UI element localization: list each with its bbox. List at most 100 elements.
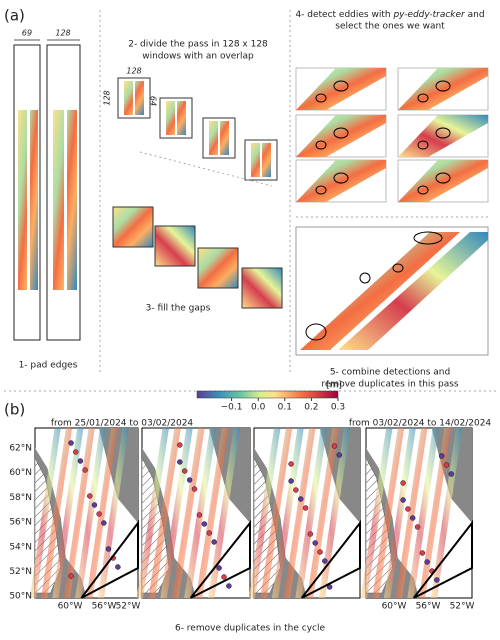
eddy bbox=[448, 471, 454, 477]
eddy bbox=[177, 459, 183, 465]
panel-label: (b) bbox=[4, 401, 25, 419]
lon-label: 60°W bbox=[58, 602, 83, 612]
filled-window bbox=[241, 267, 283, 309]
swath bbox=[372, 428, 405, 598]
eddy bbox=[288, 461, 294, 467]
lat-label: 50°N bbox=[9, 592, 32, 602]
swath bbox=[148, 428, 181, 598]
swath bbox=[207, 428, 241, 598]
swath bbox=[136, 428, 169, 598]
window-gap bbox=[133, 81, 135, 115]
swath bbox=[318, 428, 351, 598]
eddy bbox=[77, 458, 84, 464]
eddy bbox=[73, 449, 79, 455]
swath bbox=[307, 428, 339, 598]
caption: 1- pad edges bbox=[19, 361, 78, 371]
lat-label: 52°N bbox=[9, 567, 32, 577]
dimension-label: 64 bbox=[149, 96, 158, 106]
swath bbox=[384, 428, 416, 598]
eddy bbox=[400, 497, 406, 503]
eddy bbox=[216, 565, 222, 571]
eddy bbox=[336, 452, 342, 458]
eddy bbox=[410, 515, 416, 521]
eddy bbox=[302, 505, 309, 511]
swath bbox=[52, 428, 84, 598]
eddy bbox=[211, 539, 217, 545]
caption: 6- remove duplicates in the cycle bbox=[175, 624, 326, 634]
lat-label: 58°N bbox=[9, 493, 32, 503]
eddy bbox=[82, 467, 88, 473]
swath bbox=[300, 232, 460, 350]
eddy bbox=[196, 512, 203, 518]
swath bbox=[75, 428, 107, 598]
pass-outline bbox=[189, 520, 251, 599]
swath bbox=[395, 428, 428, 598]
eddy-contour bbox=[315, 140, 327, 150]
caption: windows with an overlap bbox=[142, 52, 254, 62]
eddy bbox=[322, 558, 328, 564]
swath bbox=[29, 428, 61, 598]
swath bbox=[398, 160, 488, 202]
eddy-contour bbox=[333, 172, 349, 184]
filled-window bbox=[112, 206, 154, 248]
eddy bbox=[405, 506, 411, 512]
eddy-contour bbox=[315, 93, 327, 103]
eddy bbox=[226, 583, 232, 589]
eddy bbox=[331, 443, 338, 449]
swath bbox=[86, 428, 118, 598]
window-gap bbox=[260, 143, 262, 177]
swath bbox=[296, 115, 386, 157]
filled-window bbox=[154, 225, 196, 267]
swath bbox=[248, 428, 281, 598]
eddy bbox=[443, 462, 450, 468]
swath bbox=[272, 428, 304, 598]
caption: 3- fill the gaps bbox=[146, 304, 211, 314]
eddy-contour bbox=[435, 80, 451, 92]
swath bbox=[283, 428, 316, 598]
eddy bbox=[317, 549, 323, 555]
caption: 2- divide the pass in 128 x 128 bbox=[128, 40, 268, 50]
eddy bbox=[312, 540, 318, 546]
eddy-contour bbox=[417, 93, 429, 103]
eddy bbox=[201, 521, 208, 527]
caption-part: py-eddy-tracker bbox=[392, 10, 466, 20]
swath-gap bbox=[27, 110, 30, 290]
swath bbox=[430, 428, 463, 598]
eddy-contour bbox=[315, 185, 327, 195]
swath bbox=[296, 160, 386, 202]
eddy bbox=[101, 520, 107, 526]
swath bbox=[419, 428, 451, 598]
caption-part: and bbox=[465, 10, 485, 20]
eddy bbox=[424, 559, 430, 565]
eddy bbox=[105, 546, 112, 552]
lon-label: 52°W bbox=[116, 602, 141, 612]
colorbar bbox=[196, 390, 339, 399]
eddy bbox=[87, 493, 93, 499]
eddy bbox=[68, 573, 74, 579]
caption: remove duplicates in this pass bbox=[321, 380, 459, 390]
eddy bbox=[206, 530, 212, 536]
colorbar-unit: [m] bbox=[326, 381, 342, 391]
swath bbox=[295, 428, 328, 598]
dimension-label: 128 bbox=[126, 67, 141, 76]
eddy bbox=[400, 480, 406, 486]
lat-label: 54°N bbox=[9, 542, 32, 552]
pass-outline bbox=[80, 520, 139, 599]
eddy bbox=[186, 477, 193, 483]
lon-label: 56°W bbox=[416, 602, 441, 612]
eddy bbox=[182, 468, 188, 474]
dimension-label: 128 bbox=[103, 90, 112, 105]
eddy-contour bbox=[417, 185, 429, 195]
swath bbox=[398, 68, 488, 110]
eddy bbox=[419, 550, 426, 556]
lon-label: 56°W bbox=[92, 602, 117, 612]
caption: 5- combine detections and bbox=[330, 368, 450, 378]
eddy-contour bbox=[417, 140, 429, 150]
dimension-label: 69 bbox=[22, 29, 32, 38]
lat-label: 60°N bbox=[9, 468, 32, 478]
eddy bbox=[414, 524, 421, 530]
swath-gap bbox=[64, 110, 67, 290]
window-gap bbox=[218, 121, 220, 155]
eddy bbox=[177, 442, 183, 448]
